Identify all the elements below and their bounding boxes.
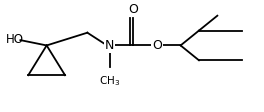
Text: N: N [105,39,114,52]
Text: HO: HO [6,33,24,46]
Text: O: O [152,39,162,52]
Text: CH$_3$: CH$_3$ [99,74,120,88]
Text: O: O [128,3,138,16]
